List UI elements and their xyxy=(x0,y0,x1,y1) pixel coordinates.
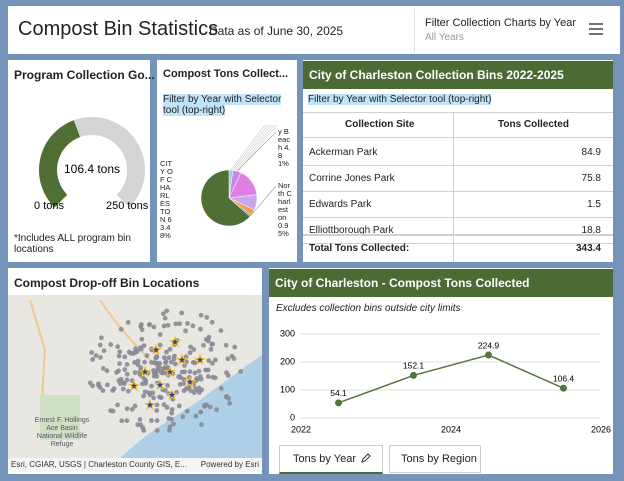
cell: 75.8 xyxy=(581,173,601,184)
slice-value: 4.81% xyxy=(278,143,291,168)
edit-icon[interactable] xyxy=(360,452,372,464)
table-rule xyxy=(303,234,613,236)
slice-value: 0.95% xyxy=(278,221,289,238)
map-panel xyxy=(8,268,262,474)
slice-name: y Beach xyxy=(278,127,291,152)
cell: 84.9 xyxy=(581,147,601,158)
pie-label: CITY OF CHARLESTON 63.48% xyxy=(160,160,174,240)
dashboard-title: Compost Bin Statistics xyxy=(18,18,219,40)
slice-name: North Charleston xyxy=(278,181,292,222)
filter-value[interactable]: All Years xyxy=(425,32,464,43)
total-label: Total Tons Collected: xyxy=(309,243,410,254)
divider xyxy=(414,8,415,52)
filter-label[interactable]: Filter Collection Charts by Year xyxy=(425,17,577,29)
table-rule xyxy=(453,112,454,262)
tab-label[interactable]: Tons by Region xyxy=(401,453,477,465)
pie-title: Compost Tons Collect... xyxy=(163,68,289,80)
cell: Corrine Jones Park xyxy=(309,173,395,184)
total-value: 343.4 xyxy=(575,243,601,254)
header-bar xyxy=(8,6,620,54)
pie-panel xyxy=(157,60,297,262)
cell: 1.5 xyxy=(587,199,601,210)
table-title: City of Charleston Collection Bins 2022-… xyxy=(303,61,613,89)
filter-note: Filter by Year with Selector tool (top-r… xyxy=(163,94,282,116)
pie-label: North Charleston 0.95% xyxy=(278,182,292,238)
gauge-title: Program Collection Go... xyxy=(14,68,155,82)
table-rule xyxy=(303,217,613,218)
gauge-panel xyxy=(8,60,150,262)
table-rule xyxy=(303,137,613,138)
chart-title: City of Charleston - Compost Tons Collec… xyxy=(269,269,613,297)
tab-label[interactable]: Tons by Year xyxy=(293,453,356,465)
table-rule xyxy=(303,243,613,244)
slice-name: CITY OF CHARLESTON xyxy=(160,159,173,224)
column-header: Tons Collected xyxy=(498,119,569,130)
menu-icon[interactable] xyxy=(588,22,604,36)
tab[interactable]: Tons by Year xyxy=(279,445,383,474)
dashboard-subtitle: Data as of June 30, 2025 xyxy=(209,24,344,38)
table-rule xyxy=(303,191,613,192)
cell: Elliottborough Park xyxy=(309,225,394,236)
table-panel xyxy=(303,60,613,262)
map-title: Compost Drop-off Bin Locations xyxy=(14,276,200,290)
slice-value: 63.48% xyxy=(160,215,172,240)
table-rule xyxy=(303,165,613,166)
chart-panel xyxy=(269,268,613,474)
cell: 18.8 xyxy=(581,225,601,236)
column-header: Collection Site xyxy=(345,119,415,130)
cell: Edwards Park xyxy=(309,199,372,210)
pie-label: y Beach 4.81% xyxy=(278,128,292,168)
table-rule xyxy=(303,112,613,113)
cell: Ackerman Park xyxy=(309,147,378,158)
gauge-note: *Includes ALL program bin locations xyxy=(14,233,131,255)
tab[interactable]: Tons by Region xyxy=(389,445,481,473)
chart-subtitle: Excludes collection bins outside city li… xyxy=(276,303,461,314)
filter-note: Filter by Year with Selector tool (top-r… xyxy=(308,94,492,105)
